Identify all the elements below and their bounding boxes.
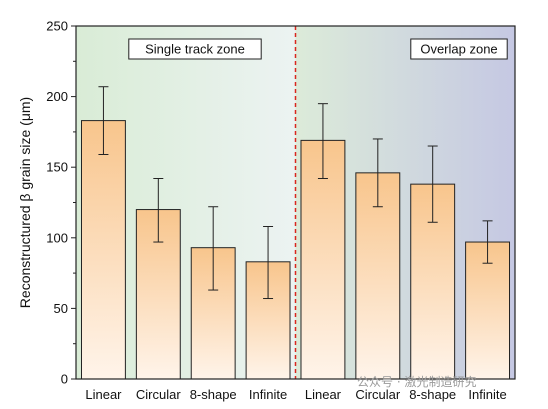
y-tick-label: 150: [46, 160, 68, 175]
y-tick-label: 250: [46, 19, 68, 34]
bar-linear-single-track: [80, 120, 126, 380]
overlap-zone-label-box: [410, 38, 508, 60]
x-tick-label: Circular: [355, 387, 400, 402]
bar-linear-overlap: [300, 139, 346, 380]
x-tick-label: Linear: [305, 387, 342, 402]
x-tick-label: Infinite: [468, 387, 506, 402]
x-tick-label: 8-shape: [190, 387, 237, 402]
x-tick-label: Linear: [85, 387, 122, 402]
y-axis-ticks: 0 50 100 150 200 250: [46, 19, 76, 387]
single-track-zone-label-box: [128, 38, 262, 60]
x-axis-tick-labels: Linear Circular 8-shape Infinite Linear Circu…: [85, 387, 506, 402]
x-tick-label: 8-shape: [409, 387, 456, 402]
x-tick-label: Infinite: [249, 387, 287, 402]
overlap-zone-label: Overlap zone: [420, 42, 497, 57]
y-tick-label: 200: [46, 89, 68, 104]
x-tick-label: Circular: [136, 387, 181, 402]
watermark-text: 公众号 · 激光制造研究: [357, 374, 476, 389]
error-bars-group: [98, 86, 493, 300]
y-tick-label: 50: [54, 301, 68, 316]
single-track-zone-label: Single track zone: [145, 42, 245, 57]
bar-infinite-overlap: [465, 241, 511, 380]
zone-labels: Single track zone Overlap zone: [128, 38, 508, 60]
y-axis-title: Reconstructured β grain size (μm): [17, 97, 33, 308]
y-tick-label: 0: [61, 372, 68, 387]
y-tick-label: 100: [46, 230, 68, 245]
